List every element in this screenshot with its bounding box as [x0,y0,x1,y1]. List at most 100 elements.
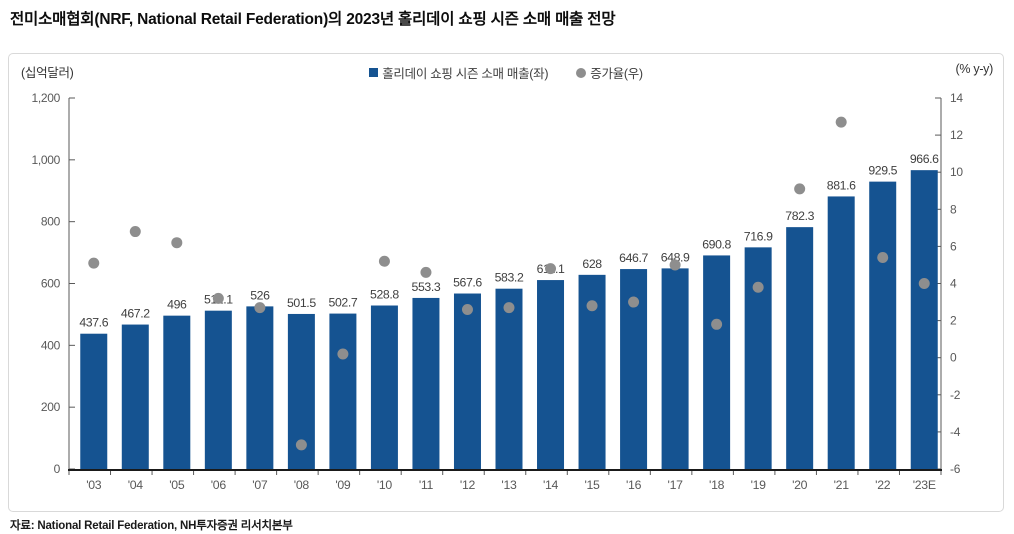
right-axis-tick-label: -4 [950,425,961,439]
bar-'13 [495,288,523,469]
bar-value-label-'07: 526 [250,288,270,302]
x-axis-label-'07: '07 [252,478,268,492]
growth-dot-'21 [835,116,847,128]
chart-panel: (십억달러) 홀리데이 쇼핑 시즌 소매 매출(좌) 증가율(우) (% y-y… [8,53,1004,512]
growth-dot-'22 [877,252,889,264]
right-axis-tick-label: -6 [950,462,961,476]
x-axis-label-'16: '16 [626,478,642,492]
right-axis-tick-label: 2 [950,314,957,328]
left-axis-unit-label: (십억달러) [21,66,74,80]
growth-dot-'23E [918,278,930,289]
x-axis-label-'04: '04 [128,478,144,492]
bar-'20 [786,227,814,469]
bar-value-label-'11: 553.3 [412,280,441,294]
x-axis-label-'10: '10 [377,478,393,492]
bar-value-label-'09: 502.7 [329,296,358,310]
bar-value-label-'05: 496 [167,298,187,312]
bar-'22 [869,181,897,469]
x-axis-label-'03: '03 [86,478,102,492]
growth-dot-'19 [752,281,764,293]
right-axis-tick-label: 10 [950,165,963,179]
x-axis-label-'20: '20 [792,478,808,492]
growth-dot-'16 [628,296,640,308]
x-axis-label-'11: '11 [419,478,434,492]
x-axis-label-'09: '09 [335,478,351,492]
growth-dot-'18 [711,318,723,330]
x-axis-label-'13: '13 [501,478,517,492]
dot-series-swatch-icon [576,67,587,78]
growth-dot-'07 [254,302,266,314]
growth-dot-'03 [88,257,100,269]
bar-value-label-'08: 501.5 [287,296,316,310]
growth-dot-'04 [129,226,141,238]
x-axis-label-'15: '15 [584,478,600,492]
bar-'06 [204,310,232,469]
bar-'11 [412,297,440,469]
bar-value-label-'21: 881.6 [827,178,856,192]
left-axis-tick-label: 400 [41,338,61,352]
right-axis-tick-label: 14 [950,91,963,105]
left-axis-tick-label: 200 [41,400,61,414]
growth-dot-'08 [295,439,307,451]
bar-'03 [80,333,108,469]
left-axis-tick-label: 0 [54,462,61,476]
bar-'21 [827,196,855,469]
right-axis-tick-label: 6 [950,239,957,253]
bar-value-label-'10: 528.8 [370,288,399,302]
left-axis-tick-label: 600 [41,277,61,291]
bar-value-label-'03: 437.6 [79,316,108,330]
bar-'18 [703,255,731,469]
growth-dot-'09 [337,348,349,360]
legend-item-sales: 홀리데이 쇼핑 시즌 소매 매출(좌) [369,63,549,82]
bar-value-label-'16: 646.7 [619,251,648,265]
right-axis-tick-label: 0 [950,351,957,365]
bar-'10 [370,305,398,469]
bar-value-label-'15: 628 [582,257,602,271]
right-axis-unit-label: (% y-y) [955,62,994,76]
x-axis-label-'08: '08 [294,478,310,492]
bar-value-label-'04: 467.2 [121,307,150,321]
bar-'04 [121,324,149,469]
x-axis-label-'12: '12 [460,478,476,492]
right-axis-tick-label: 4 [950,277,957,291]
bar-'14 [537,280,565,469]
legend-label-growth: 증가율(우) [590,67,643,81]
bar-series-swatch-icon [369,68,379,77]
chart-svg: 0 200 400 600 800 1,000 1,200 -6 -4 -2 0 2 4 6 8 10 12 14… [31,91,963,492]
growth-dot-'15 [586,300,598,312]
bar-'05 [163,315,191,469]
x-axis-label-'18: '18 [709,478,725,492]
growth-dot-'12 [461,303,473,315]
left-axis-tick-label: 1,200 [31,91,60,105]
x-axis-label-'22: '22 [875,478,891,492]
source-note: 자료: National Retail Federation, NH투자증권 리… [10,520,293,532]
x-axis-label-'23E: '23E [913,478,936,492]
bar-'07 [246,306,274,469]
bar-'19 [744,247,772,469]
bar-value-label-'23E: 966.6 [910,152,939,166]
growth-dot-'20 [794,183,806,195]
growth-dot-'11 [420,266,432,278]
right-axis-tick-label: 8 [950,202,957,216]
bar-'12 [453,293,481,469]
x-axis-label-'21: '21 [834,478,850,492]
growth-dot-'17 [669,259,681,271]
bar-value-label-'20: 782.3 [785,209,814,223]
chart-legend: 홀리데이 쇼핑 시즌 소매 매출(좌) 증가율(우) [9,63,1003,82]
legend-label-sales: 홀리데이 쇼핑 시즌 소매 매출(좌) [382,67,549,81]
growth-dot-'10 [378,255,390,267]
bar-'09 [329,313,357,469]
legend-item-growth: 증가율(우) [576,63,643,82]
growth-dot-'06 [212,292,224,304]
growth-dot-'05 [171,237,183,249]
left-axis-tick-label: 800 [41,215,61,229]
x-axis-label-'14: '14 [543,478,559,492]
bar-value-label-'22: 929.5 [868,164,897,178]
growth-dot-'13 [503,302,515,314]
bar-value-label-'18: 690.8 [702,237,731,251]
x-axis-label-'06: '06 [211,478,227,492]
growth-dot-'14 [545,263,557,275]
bar-value-label-'13: 583.2 [495,271,524,285]
bar-'23E [910,170,938,470]
